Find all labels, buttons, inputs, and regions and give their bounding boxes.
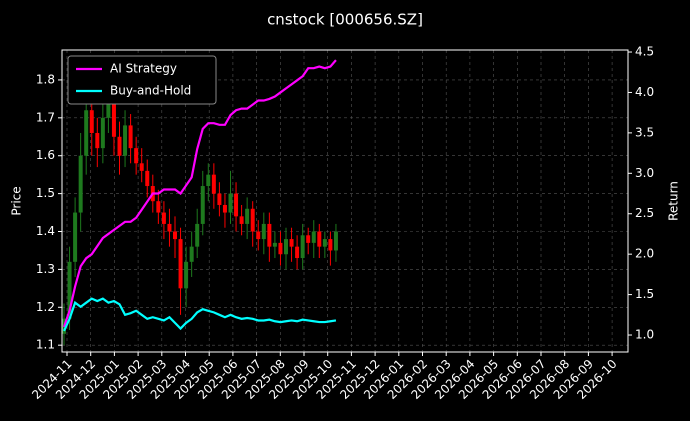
candle-body <box>261 223 266 240</box>
plot-frame <box>61 49 629 353</box>
y2-tick-label: 2.5 <box>635 206 654 220</box>
candle-body <box>317 231 322 247</box>
candle-body <box>67 261 72 319</box>
candle-body <box>211 174 216 194</box>
candle-body <box>89 110 94 133</box>
candle-body <box>328 239 333 251</box>
candle-body <box>178 239 183 289</box>
candle-body <box>267 223 272 247</box>
return-line <box>62 59 337 328</box>
candle-body <box>239 216 244 224</box>
candle-body <box>333 231 338 251</box>
candle-body <box>272 242 277 247</box>
candle-body <box>117 136 122 156</box>
y2-tick-label: 1.5 <box>635 287 654 301</box>
candle-body <box>300 235 305 259</box>
candle-body <box>234 193 239 217</box>
y-tick-label: 1.5 <box>36 186 55 200</box>
y-axis-label: Price <box>10 186 24 215</box>
candle-body <box>156 201 161 213</box>
candle-body <box>84 110 89 156</box>
candle-body <box>222 204 227 213</box>
candle-body <box>217 193 222 205</box>
y-tick-label: 1.8 <box>36 72 55 86</box>
candle-body <box>284 239 288 255</box>
chart-title: cnstock [000656.SZ] <box>267 11 423 29</box>
candle-body <box>100 117 105 149</box>
legend: AI Strategy Buy-and-Hold <box>67 55 217 105</box>
candle-body <box>250 208 255 232</box>
y2-tick-label: 4.5 <box>635 45 654 59</box>
y-tick-label: 1.2 <box>36 300 55 314</box>
candle-body <box>295 246 300 259</box>
candle-body <box>256 231 261 240</box>
candle-body <box>278 242 283 255</box>
y2-tick-label: 3.5 <box>635 125 654 139</box>
candle-body <box>306 235 311 243</box>
candle-body <box>322 239 327 247</box>
candle-body <box>128 125 133 149</box>
candle-body <box>289 239 294 247</box>
candle-body <box>311 231 316 243</box>
legend-label: AI Strategy <box>110 62 177 76</box>
y-tick-label: 1.7 <box>36 110 55 124</box>
candle-body <box>161 212 166 224</box>
y2-tick-label: 1.0 <box>635 328 654 342</box>
candle-body <box>206 174 211 187</box>
candle-body <box>95 132 100 149</box>
legend-label: Buy-and-Hold <box>110 84 191 98</box>
candle-body <box>195 223 200 247</box>
candle-body <box>73 212 78 262</box>
candle-body <box>228 193 233 213</box>
legend-box <box>67 55 217 105</box>
candle-body <box>145 170 150 187</box>
candle-body <box>167 223 172 232</box>
y2-axis-label: Return <box>667 181 681 221</box>
y-tick-label: 1.3 <box>36 262 55 276</box>
candle-body <box>139 163 144 171</box>
y2-tick-label: 3.0 <box>635 166 654 180</box>
candle-body <box>173 231 177 240</box>
y2-tick-label: 4.0 <box>635 85 654 99</box>
candle-body <box>123 125 128 156</box>
candle-body <box>189 246 194 262</box>
y-tick-label: 1.6 <box>36 148 55 162</box>
candle-body <box>106 102 111 118</box>
return-line <box>62 297 337 332</box>
candle-body <box>200 186 205 224</box>
y2-tick-label: 2.0 <box>635 247 654 261</box>
candle-body <box>134 148 139 164</box>
candle-body <box>184 261 189 289</box>
candle-body <box>111 102 116 137</box>
candle-body <box>78 155 83 213</box>
candle-body <box>245 208 250 224</box>
y-tick-label: 1.4 <box>36 224 55 238</box>
y-tick-label: 1.1 <box>36 338 55 352</box>
